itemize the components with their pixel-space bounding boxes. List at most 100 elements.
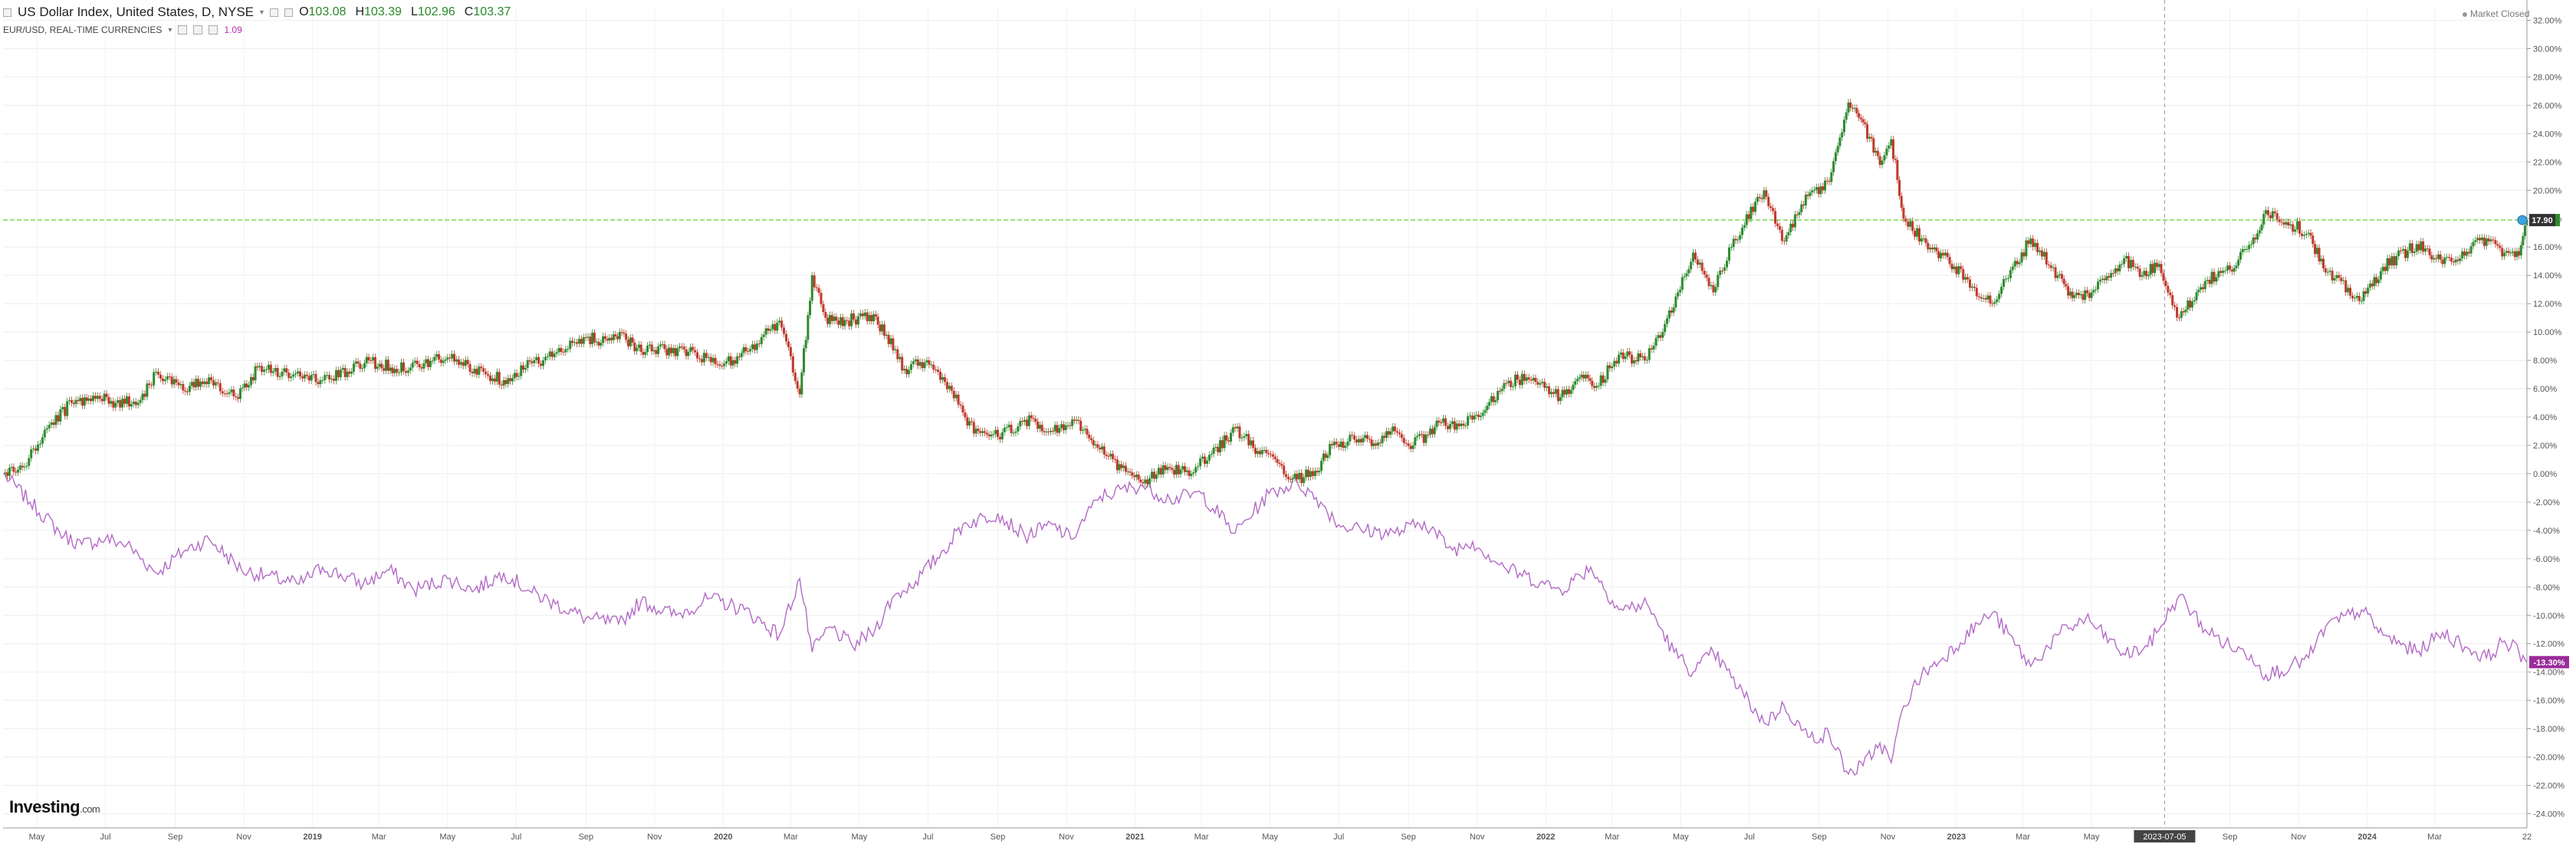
- candle-body: [1703, 271, 1706, 275]
- candle-body: [1870, 136, 1873, 139]
- visibility-icon[interactable]: [270, 8, 279, 17]
- candle-body: [391, 367, 394, 373]
- candlestick: [1137, 471, 1140, 484]
- candle-body: [396, 369, 399, 373]
- candlestick: [1876, 147, 1879, 160]
- candle-body: [798, 388, 801, 395]
- candle-body: [223, 393, 226, 395]
- candlestick: [1809, 189, 1812, 200]
- candle-body: [1567, 389, 1570, 394]
- candlestick: [518, 372, 521, 381]
- candle-body: [107, 396, 110, 404]
- candle-body: [914, 359, 917, 362]
- candle-body: [1088, 435, 1091, 438]
- candle-body: [966, 417, 969, 426]
- candle-body: [2499, 245, 2502, 248]
- candlestick: [310, 371, 313, 384]
- candlestick: [1635, 356, 1638, 366]
- collapse-icon[interactable]: [3, 8, 12, 17]
- candlestick: [1796, 211, 1799, 218]
- candle-body: [1444, 418, 1447, 426]
- candle-body: [1309, 471, 1312, 478]
- candle-body: [1694, 252, 1697, 260]
- candlestick: [2157, 260, 2160, 271]
- candlestick: [905, 365, 909, 378]
- candlestick: [820, 289, 823, 308]
- candle-body: [68, 400, 71, 402]
- candlestick: [429, 357, 432, 371]
- candlestick: [1723, 264, 1727, 274]
- candlestick: [114, 399, 117, 412]
- candle-body: [1089, 438, 1092, 441]
- candlestick: [1007, 421, 1010, 431]
- candlestick: [1710, 281, 1713, 290]
- candlestick: [1920, 235, 1923, 245]
- candle-body: [2101, 278, 2104, 280]
- chevron-down-icon[interactable]: ▾: [168, 25, 172, 34]
- candlestick: [1937, 248, 1940, 262]
- candle-body: [1815, 187, 1818, 190]
- candle-body: [413, 360, 416, 363]
- candlestick: [1142, 478, 1145, 488]
- candlestick: [17, 466, 20, 477]
- candle-body: [2125, 255, 2128, 258]
- candlestick: [711, 354, 715, 366]
- candlestick: [1855, 104, 1858, 117]
- candle-body: [1346, 442, 1349, 446]
- candle-body: [1394, 426, 1397, 432]
- candlestick: [157, 368, 160, 379]
- visibility-icon[interactable]: [178, 25, 188, 34]
- candle-body: [1678, 289, 1681, 293]
- settings-icon[interactable]: [284, 8, 294, 17]
- candlestick: [1024, 416, 1027, 425]
- candle-body: [2505, 251, 2508, 253]
- chevron-down-icon[interactable]: ▾: [260, 8, 264, 17]
- candlestick: [961, 402, 964, 416]
- candlestick: [66, 397, 69, 420]
- candle-body: [813, 275, 816, 287]
- candlestick: [1520, 370, 1523, 389]
- candlestick: [324, 371, 327, 384]
- candlestick: [1122, 461, 1125, 472]
- candle-body: [1834, 152, 1837, 162]
- candlestick: [970, 417, 973, 426]
- candle-body: [1418, 434, 1421, 436]
- candle-body: [2351, 295, 2354, 299]
- high-label: H: [355, 5, 365, 18]
- candlestick: [2149, 260, 2152, 279]
- candlestick: [238, 385, 242, 403]
- candlestick: [221, 387, 224, 397]
- settings-icon[interactable]: [193, 25, 203, 34]
- candlestick: [2467, 248, 2470, 258]
- candle-body: [1144, 479, 1147, 484]
- candle-body: [1263, 449, 1266, 451]
- candle-body: [644, 352, 647, 355]
- candlestick: [2249, 240, 2252, 249]
- candle-body: [2331, 271, 2334, 281]
- candlestick: [241, 384, 244, 392]
- candle-body: [389, 367, 392, 371]
- candle-body: [817, 287, 820, 294]
- candlestick: [1300, 469, 1303, 487]
- candle-body: [676, 348, 679, 356]
- candlestick: [2032, 235, 2035, 251]
- candlestick: [1628, 347, 1631, 359]
- candlestick: [1402, 434, 1405, 447]
- candlestick: [1750, 203, 1753, 223]
- candlestick: [2428, 245, 2431, 259]
- candle-body: [1847, 102, 1850, 113]
- candlestick: [2450, 254, 2453, 265]
- candle-body: [2095, 289, 2098, 291]
- candle-body: [2060, 274, 2063, 279]
- y-tick-label: 2.00%: [2533, 442, 2557, 451]
- candle-body: [1602, 375, 1605, 383]
- investing-logo[interactable]: Investing.com: [9, 797, 100, 817]
- x-tick-label: Jul: [100, 833, 111, 842]
- candle-body: [473, 369, 476, 373]
- candle-body: [2402, 248, 2405, 251]
- candlestick: [2068, 287, 2072, 300]
- candlestick: [2049, 261, 2052, 272]
- candlestick: [94, 392, 97, 402]
- close-icon[interactable]: [209, 25, 219, 34]
